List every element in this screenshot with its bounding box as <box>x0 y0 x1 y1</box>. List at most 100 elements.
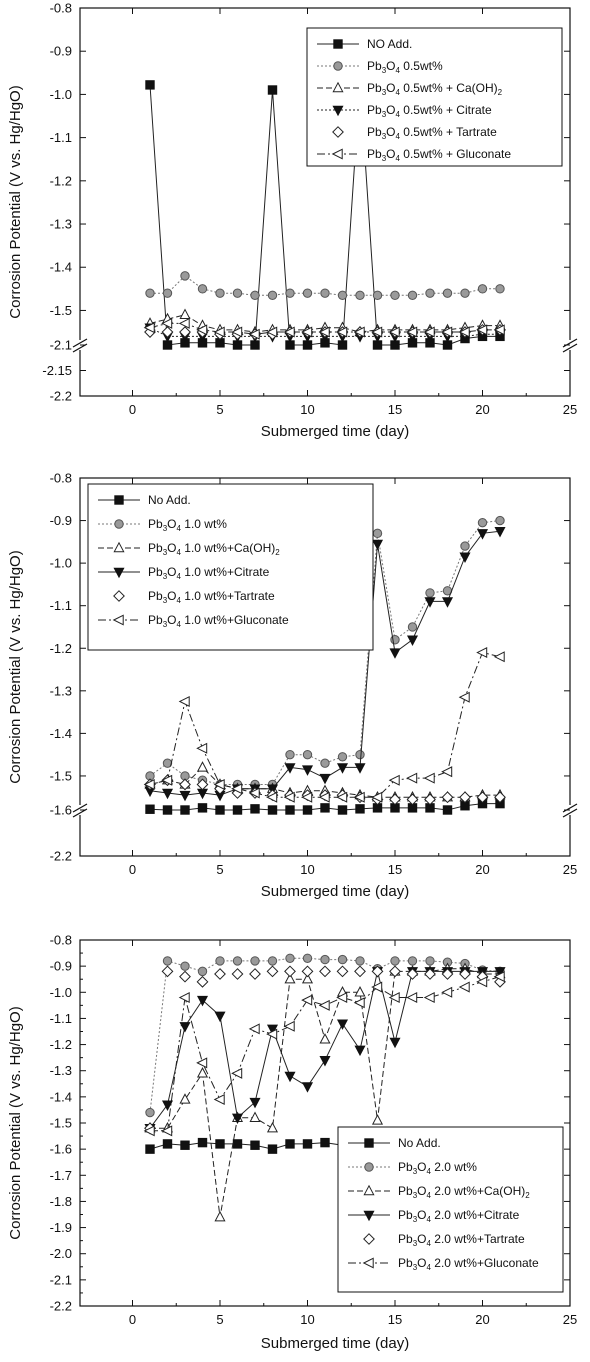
data-point <box>301 765 314 776</box>
data-point <box>145 804 155 814</box>
y-tick-label: -1.6 <box>50 1142 72 1157</box>
data-point <box>407 290 418 301</box>
data-point <box>477 284 488 294</box>
data-point <box>389 793 401 806</box>
y-tick-label: -1.0 <box>50 556 72 571</box>
legend-label-0: No Add. <box>148 493 191 507</box>
data-point <box>336 1019 349 1030</box>
data-point <box>301 791 313 803</box>
y-tick-label: -1.3 <box>50 683 72 698</box>
legend-label-part: 2.0 wt%+Gluconate <box>431 1256 539 1270</box>
data-point <box>477 517 488 528</box>
legend-label-5: Pb3O4 0.5wt% + Gluconate <box>367 147 511 163</box>
legend-label-2: Pb3O4 0.5wt% + Ca(OH)2 <box>367 81 503 97</box>
data-point <box>179 308 191 319</box>
data-point <box>250 804 260 814</box>
legend-label-part: 1.0 wt%+Ca(OH) <box>181 541 275 555</box>
data-point <box>372 528 383 539</box>
data-point <box>232 288 243 298</box>
series-1 <box>145 515 505 790</box>
legend-label-part: Pb <box>398 1256 413 1270</box>
data-point <box>337 752 348 762</box>
data-point <box>179 970 191 983</box>
y-tick-label: -0.9 <box>50 959 72 974</box>
data-point <box>423 992 435 1004</box>
legend-label-4: Pb3O4 1.0 wt%+Tartrate <box>148 589 275 605</box>
series-1 <box>145 271 505 301</box>
legend-marker <box>114 495 124 505</box>
data-point <box>267 956 278 966</box>
data-point <box>302 288 313 298</box>
legend-label-part: 4 <box>176 572 181 581</box>
legend-label-part: 1.0 wt% <box>181 517 227 531</box>
legend-label-part: Pb <box>367 147 382 161</box>
data-point <box>371 791 383 803</box>
data-point <box>320 954 330 965</box>
legend-label-part: Pb <box>367 59 382 73</box>
y-tick-label: -1.7 <box>50 1168 72 1183</box>
legend-marker <box>113 567 125 579</box>
data-point <box>336 763 349 774</box>
legend-label-part: Pb <box>398 1184 413 1198</box>
legend-label-part: O <box>386 81 395 95</box>
y-tick-label: -1.4 <box>50 1089 72 1104</box>
data-point <box>441 766 453 778</box>
y-tick-label: -0.9 <box>50 513 72 528</box>
legend-label-part: No Add. <box>398 1136 441 1150</box>
legend-marker <box>114 519 124 529</box>
legend-label-part: 4 <box>426 1215 431 1224</box>
data-point <box>250 1140 260 1150</box>
y-tick-label: -1.3 <box>50 1063 72 1078</box>
data-point <box>425 588 435 598</box>
legend-marker <box>331 148 343 160</box>
data-point <box>320 1137 330 1148</box>
legend-label-part: 3 <box>413 1167 418 1176</box>
axis-break-mark <box>72 803 88 813</box>
data-point <box>267 1144 278 1154</box>
data-point <box>196 761 209 772</box>
data-point <box>266 791 278 803</box>
legend-label-part: 0.5wt% + Tartrate <box>400 125 497 139</box>
y-tick-label: -2.0 <box>50 1246 72 1261</box>
legend-label-part: 3 <box>163 548 168 557</box>
legend-label-part: 4 <box>395 154 400 163</box>
series-line <box>150 275 500 296</box>
legend-marker <box>364 1138 374 1148</box>
data-point <box>354 986 366 997</box>
data-point <box>196 324 208 336</box>
legend-marker <box>362 1257 374 1269</box>
series-5 <box>143 971 505 1137</box>
legend-label-part: 0.5wt% + Ca(OH) <box>400 81 498 95</box>
data-point <box>285 749 295 760</box>
data-point <box>283 1020 295 1032</box>
x-tick-label: 20 <box>475 1312 489 1327</box>
legend-marker <box>332 81 344 93</box>
data-point <box>494 527 506 538</box>
y-tick-label: -1.0 <box>50 87 72 102</box>
data-point <box>284 1071 296 1083</box>
data-point <box>441 968 454 980</box>
data-point <box>406 326 418 338</box>
axis-break-mark <box>562 343 578 353</box>
data-point <box>389 1037 401 1049</box>
data-point <box>319 965 331 978</box>
data-point <box>231 1113 244 1125</box>
data-point <box>283 791 295 803</box>
data-point <box>336 326 348 338</box>
data-point <box>284 763 296 774</box>
data-point <box>231 1067 243 1079</box>
legend-label-part: 4 <box>176 596 181 605</box>
legend-marker <box>113 541 125 553</box>
plot-frame <box>79 477 571 857</box>
y-tick-label: -1.1 <box>50 598 72 613</box>
legend-marker <box>363 1210 375 1222</box>
data-point <box>476 324 488 336</box>
data-point <box>389 648 401 659</box>
legend-marker <box>332 105 344 117</box>
legend-label-part: O <box>386 147 395 161</box>
data-point <box>355 290 365 301</box>
data-point <box>441 986 453 998</box>
legend-label-part: 2 <box>498 88 503 97</box>
legend-label-part: 0.5wt% <box>400 59 443 73</box>
data-point <box>495 284 505 294</box>
